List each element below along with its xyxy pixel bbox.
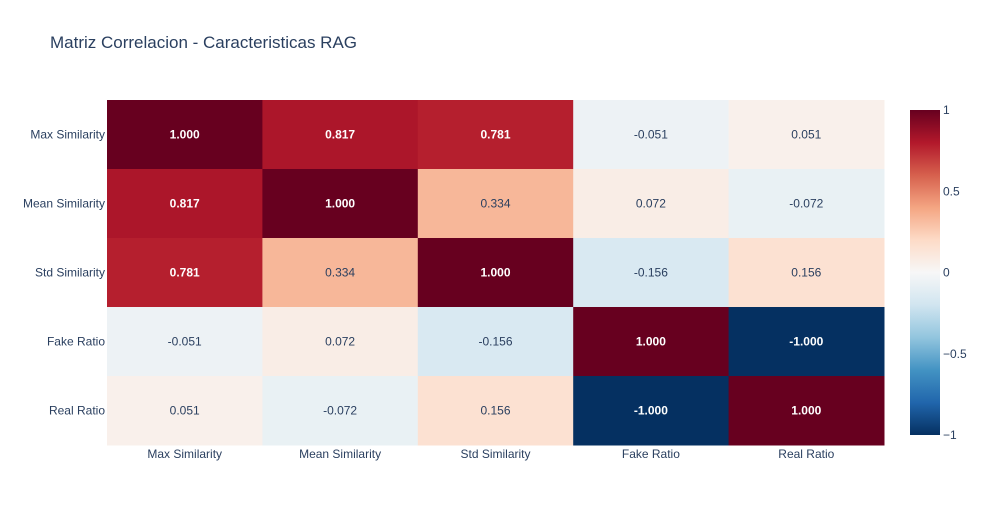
cell-value-label: -0.072 [789, 197, 823, 211]
heatmap-cell [573, 238, 730, 308]
y-tick-label: Max Similarity [30, 128, 105, 142]
heatmap-cell [262, 238, 419, 308]
heatmap-cell [262, 376, 419, 446]
heatmap-cell [262, 307, 419, 377]
heatmap-cell [728, 307, 885, 377]
cell-value-label: 0.051 [791, 128, 821, 142]
colorbar [910, 110, 940, 435]
heatmap-cell [728, 238, 885, 308]
cell-value-label: -0.156 [634, 266, 668, 280]
cell-value-label: 0.156 [480, 404, 510, 418]
heatmap-cell [417, 238, 574, 308]
cell-value-label: 0.781 [170, 266, 200, 280]
cell-value-label: -0.051 [168, 335, 202, 349]
heatmap-cell [417, 100, 574, 170]
cell-value-label: -0.156 [478, 335, 512, 349]
cell-value-label: 0.072 [636, 197, 666, 211]
cell-value-label: 1.000 [636, 335, 666, 349]
colorbar-tick-label: 0.5 [943, 184, 960, 198]
heatmap-cell [107, 238, 263, 308]
heatmap-cell [573, 307, 730, 377]
cell-value-label: 0.781 [480, 128, 510, 142]
cell-value-label: -1.000 [634, 404, 668, 418]
heatmap-cell [107, 100, 263, 170]
heatmap-cell [107, 376, 263, 446]
cell-value-label: 0.072 [325, 335, 355, 349]
cell-value-label: -0.072 [323, 404, 357, 418]
cell-value-label: -1.000 [789, 335, 823, 349]
cell-value-label: 0.334 [480, 197, 510, 211]
cell-value-label: 1.000 [170, 128, 200, 142]
x-tick-label: Std Similarity [460, 447, 530, 461]
cell-value-label: 0.156 [791, 266, 821, 280]
colorbar-tick-label: −0.5 [943, 347, 967, 361]
cell-value-label: 0.817 [170, 197, 200, 211]
heatmap-cell [262, 100, 419, 170]
cell-value-label: 1.000 [480, 266, 510, 280]
heatmap-cell [728, 376, 885, 446]
cell-value-label: -0.051 [634, 128, 668, 142]
heatmap-cell [417, 307, 574, 377]
colorbar-tick-label: 0 [943, 266, 950, 280]
y-tick-label: Real Ratio [49, 404, 105, 418]
y-tick-label: Fake Ratio [47, 335, 105, 349]
heatmap-cell [573, 100, 730, 170]
heatmap-cell [417, 169, 574, 239]
heatmap-cell [107, 169, 263, 239]
colorbar-tick-label: −1 [943, 428, 957, 442]
heatmap-cell [728, 169, 885, 239]
colorbar-tick-label: 1 [943, 103, 950, 117]
x-tick-label: Fake Ratio [622, 447, 680, 461]
heatmap-cell [417, 376, 574, 446]
x-tick-label: Mean Similarity [299, 447, 381, 461]
y-tick-label: Mean Similarity [23, 197, 105, 211]
chart-title: Matriz Correlacion - Caracteristicas RAG [50, 33, 358, 52]
cell-value-label: 0.817 [325, 128, 355, 142]
heatmap-cell [728, 100, 885, 170]
heatmap-cell [573, 376, 730, 446]
cell-value-label: 1.000 [325, 197, 355, 211]
heatmap-cell [573, 169, 730, 239]
x-tick-label: Real Ratio [778, 447, 834, 461]
cell-value-label: 0.051 [170, 404, 200, 418]
cell-value-label: 0.334 [325, 266, 355, 280]
x-tick-label: Max Similarity [147, 447, 222, 461]
cell-value-label: 1.000 [791, 404, 821, 418]
heatmap-cell [262, 169, 419, 239]
heatmap-cell [107, 307, 263, 377]
y-tick-label: Std Similarity [35, 266, 105, 280]
